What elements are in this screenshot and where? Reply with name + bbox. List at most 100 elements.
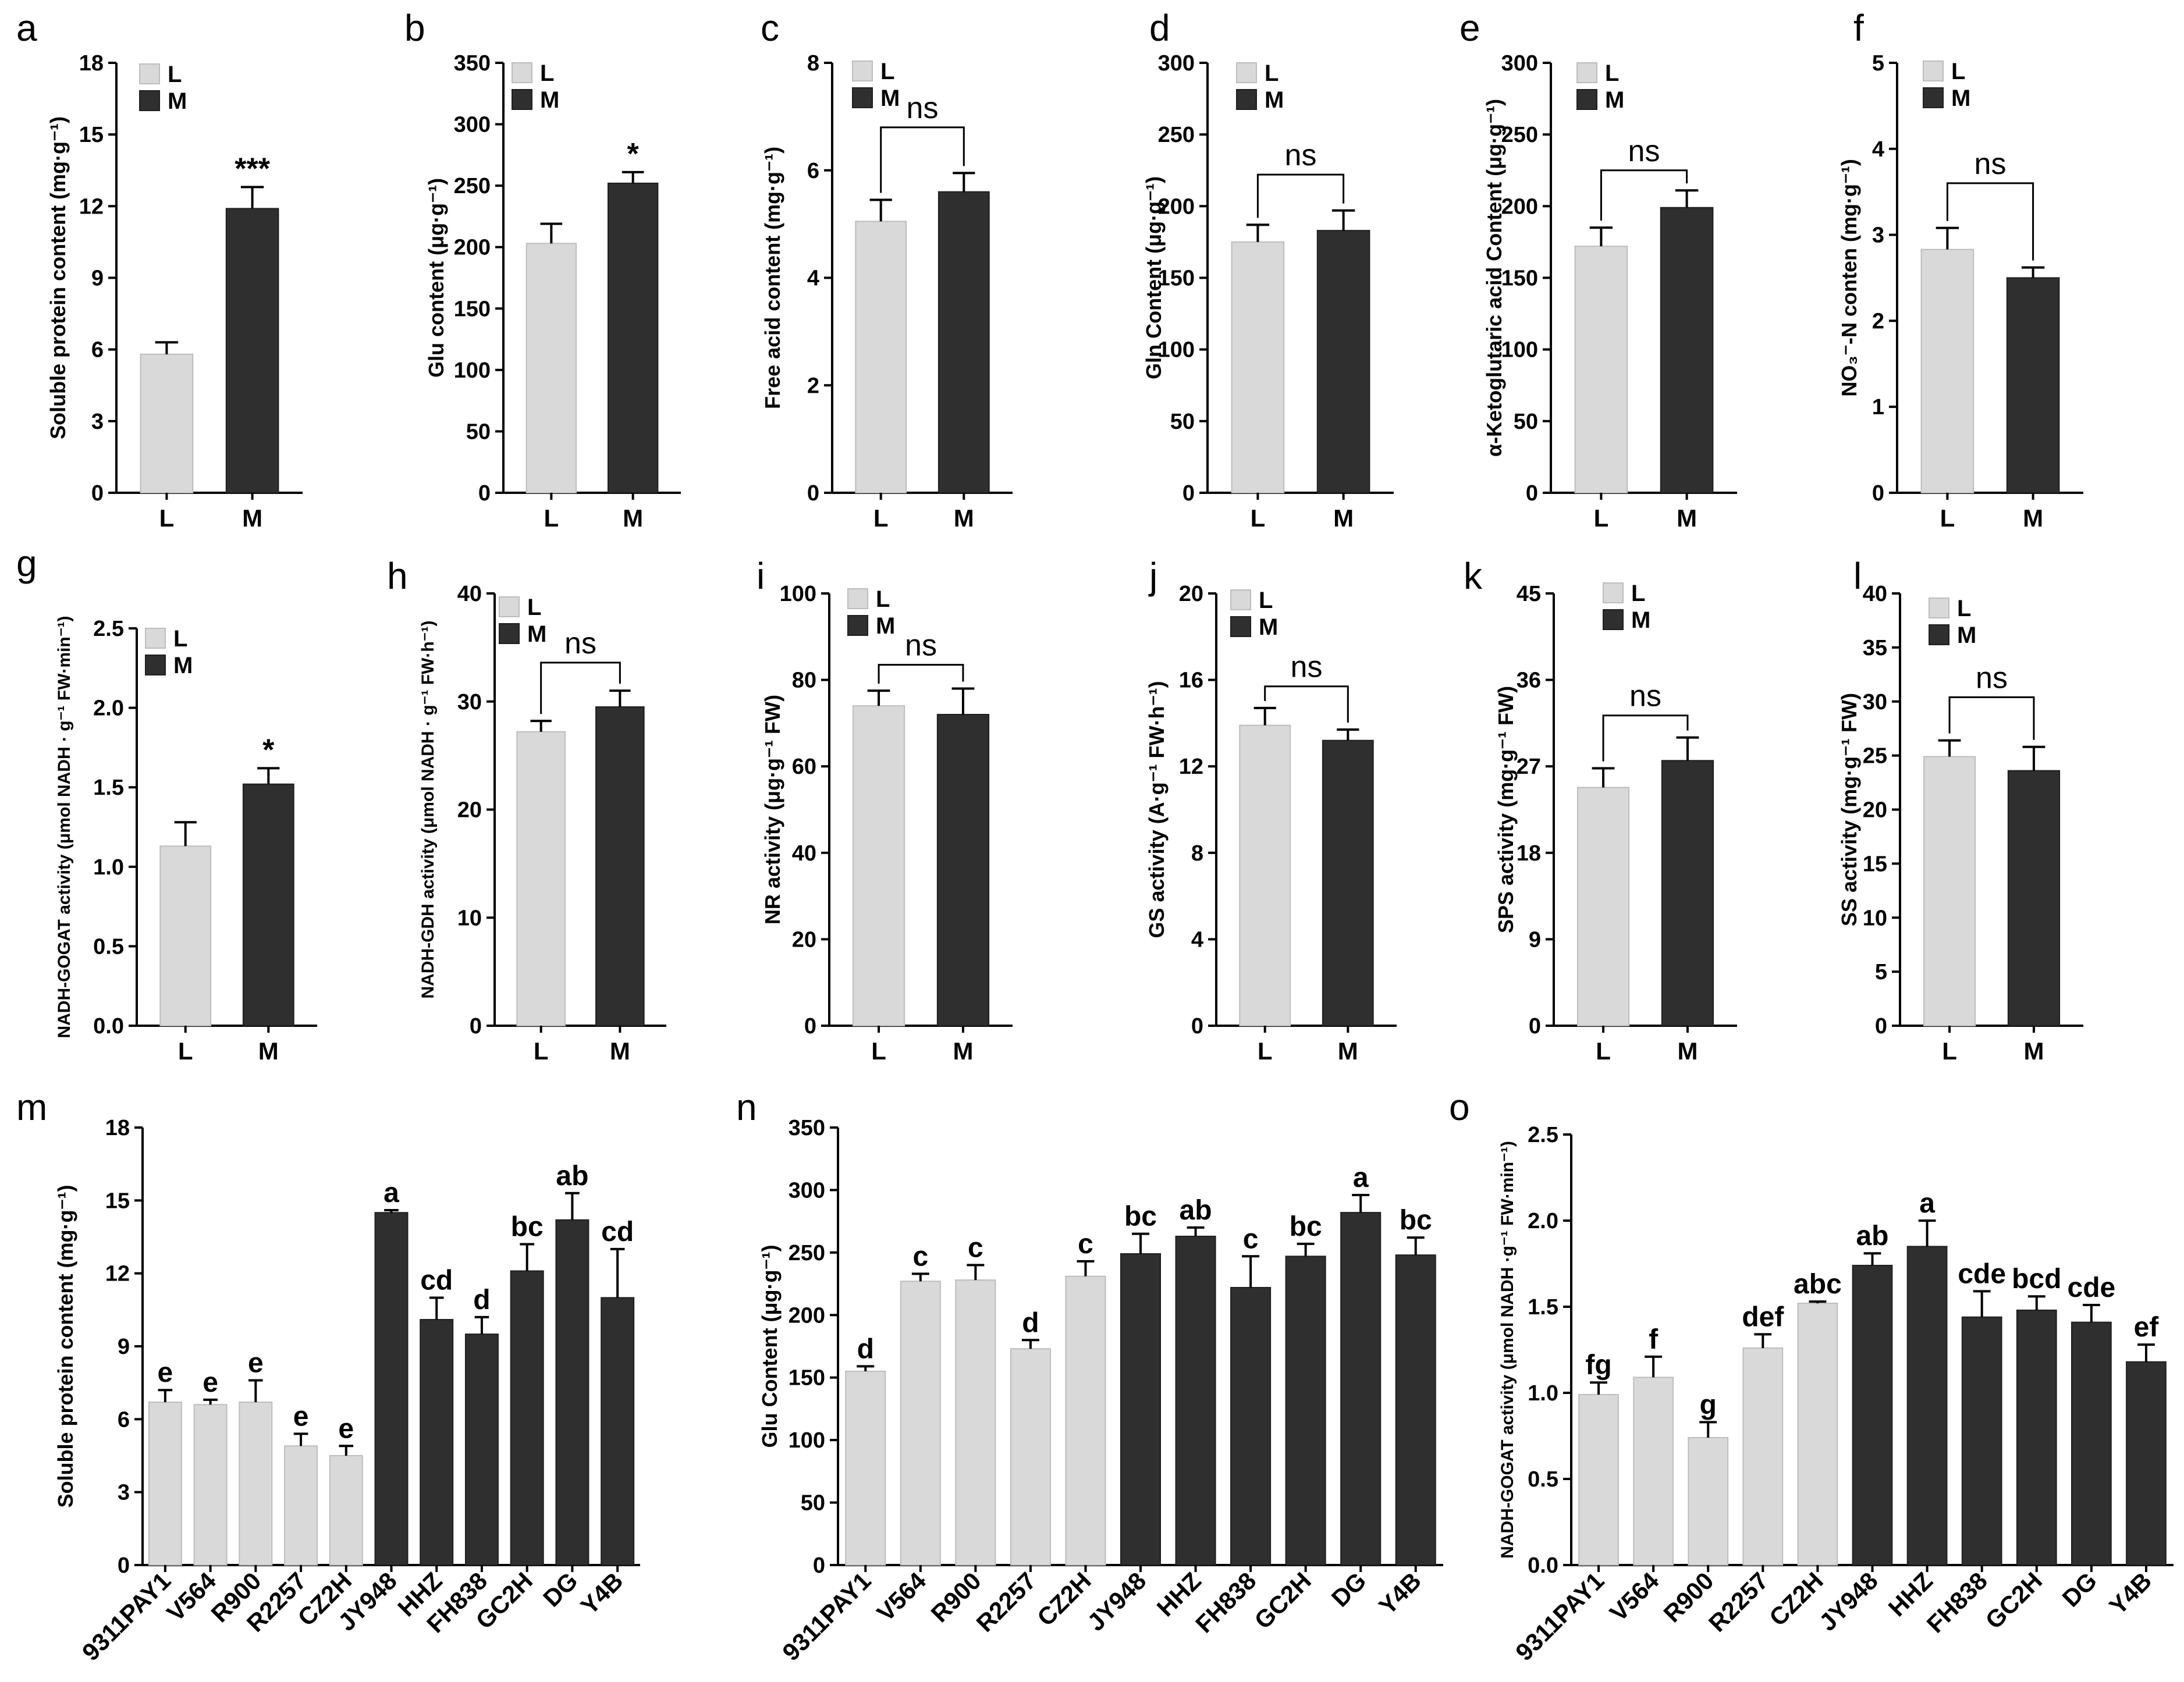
sig-letter: g	[1700, 1389, 1717, 1420]
legend-label-low: L	[540, 61, 554, 86]
bar-DG	[555, 1219, 589, 1566]
y-tick-label: 20	[457, 798, 482, 823]
y-tick-label: 2.0	[93, 696, 124, 721]
x-tick-label: L	[873, 504, 889, 532]
y-tick-label: 1.5	[93, 776, 124, 800]
sig-bracket	[540, 662, 621, 714]
sig-bracket	[1264, 685, 1349, 723]
y-tick-label: 9	[91, 266, 104, 291]
bar-Y4B	[601, 1297, 635, 1566]
y-tick-label: 40	[1863, 582, 1887, 606]
bar-CZ2H	[1065, 1275, 1106, 1566]
y-tick-label: 300	[1158, 51, 1195, 76]
bar-L	[1231, 241, 1285, 493]
bar-GC2H	[1285, 1256, 1326, 1566]
legend-swatch-high	[512, 89, 532, 110]
sig-bracket	[880, 126, 965, 193]
legend-swatch-low	[1923, 61, 1944, 81]
bar-9311PAY1	[1578, 1393, 1619, 1566]
y-tick-label: 0	[1182, 481, 1195, 506]
sig-letter: c	[1078, 1229, 1093, 1260]
bar-L	[525, 243, 577, 493]
x-tick-label: DG	[2057, 1567, 2102, 1612]
legend-swatch-high	[139, 90, 160, 111]
y-tick-label: 250	[789, 1241, 825, 1265]
y-tick-label: 0	[1529, 1014, 1541, 1039]
panel-label: d	[1149, 7, 1170, 49]
sig-letter: bc	[1400, 1205, 1432, 1236]
x-tick-label: M	[1677, 1037, 1698, 1065]
y-tick-label: 8	[807, 51, 819, 76]
x-tick-label: V564	[1604, 1567, 1664, 1627]
y-tick-label: 50	[1170, 410, 1195, 434]
bar-R2257	[1010, 1348, 1051, 1566]
bar-DG	[2071, 1321, 2112, 1566]
y-tick-label: 100	[780, 582, 816, 606]
legend-swatch-high	[1236, 89, 1257, 110]
y-tick-label: 12	[1179, 755, 1203, 779]
x-tick-label: M	[623, 504, 643, 532]
bar-HHZ	[420, 1319, 454, 1566]
y-tick-label: 6	[118, 1407, 130, 1432]
bar-FH838	[1961, 1316, 2002, 1566]
panel-label: c	[761, 7, 779, 49]
y-tick-label: 200	[789, 1303, 825, 1328]
sig-letter: e	[293, 1401, 309, 1432]
y-tick-label: 5	[1872, 51, 1884, 76]
y-tick-label: 0	[807, 481, 819, 506]
bar-M	[242, 783, 294, 1026]
legend-swatch-high	[847, 615, 868, 636]
bar-V564	[193, 1404, 228, 1566]
sig-label: ns	[1628, 134, 1660, 168]
x-tick-label: L	[1258, 1037, 1273, 1065]
y-axis-title: Free acid content (mg·g⁻¹)	[761, 147, 784, 409]
sig-label: ns	[1975, 147, 2007, 181]
sig-letter: cde	[1958, 1258, 2006, 1289]
y-axis-title: Glu Content (μg·g⁻¹)	[758, 1245, 782, 1448]
y-tick-label: 50	[466, 419, 491, 444]
y-axis-title: NO₃⁻-N conten (mg·g⁻¹)	[1837, 159, 1861, 397]
bar-M	[2006, 277, 2060, 493]
bar-9311PAY1	[845, 1370, 886, 1566]
y-tick-label: 250	[1501, 123, 1538, 147]
y-tick-label: 2.5	[93, 617, 124, 641]
panel-label: l	[1853, 555, 1862, 597]
sig-bracket	[878, 664, 964, 684]
bar-R900	[239, 1402, 273, 1566]
x-tick-label: M	[2023, 504, 2043, 532]
panel-l: l 0 5 10 15 20 25 30 35 40 SS activity (mg·g⁻¹ FW)…	[1837, 555, 2083, 1065]
panel-label: i	[757, 555, 765, 597]
legend-swatch-high	[1576, 89, 1597, 110]
bar-L	[516, 731, 566, 1026]
x-tick-label: L	[1940, 504, 1955, 532]
y-tick-label: 50	[1514, 410, 1538, 434]
y-tick-label: 2.0	[1528, 1209, 1558, 1233]
x-tick-label: M	[610, 1037, 630, 1065]
sig-letter: cd	[420, 1265, 453, 1296]
sig-bracket	[1948, 696, 2035, 740]
y-tick-label: 1	[1872, 395, 1884, 419]
x-tick-label: Y4B	[2104, 1567, 2157, 1620]
y-tick-label: 2	[807, 374, 819, 398]
bar-Y4B	[1395, 1254, 1436, 1566]
legend-swatch-low	[145, 628, 166, 649]
panel-b: b 0 50 100 150 200 250 300 350 Glu content (μg·g⁻…	[404, 7, 681, 532]
y-tick-label: 150	[454, 297, 491, 321]
y-axis-title: SPS activity (mg·g⁻¹ FW)	[1494, 686, 1518, 933]
legend-label-high: M	[1951, 86, 1970, 111]
bar-JY948	[374, 1212, 409, 1566]
y-tick-label: 10	[1863, 906, 1887, 930]
panel-d: d 0 50 100 150 200 250 300 Gln Content (μg·g⁻¹) L…	[1142, 7, 1394, 532]
y-tick-label: 0.0	[1528, 1553, 1558, 1578]
y-tick-label: 15	[105, 1189, 130, 1213]
x-tick-label: M	[1338, 1037, 1358, 1065]
bar-L	[1574, 246, 1628, 493]
sig-label: ns	[564, 627, 596, 660]
y-tick-label: 0.0	[93, 1014, 124, 1039]
legend-label-low: L	[1265, 61, 1279, 86]
panel-label: g	[16, 542, 37, 584]
legend-label-low: L	[173, 626, 187, 652]
sig-star: *	[627, 137, 640, 171]
legend-label-low: L	[1957, 596, 1971, 621]
bar-R900	[1688, 1436, 1729, 1566]
